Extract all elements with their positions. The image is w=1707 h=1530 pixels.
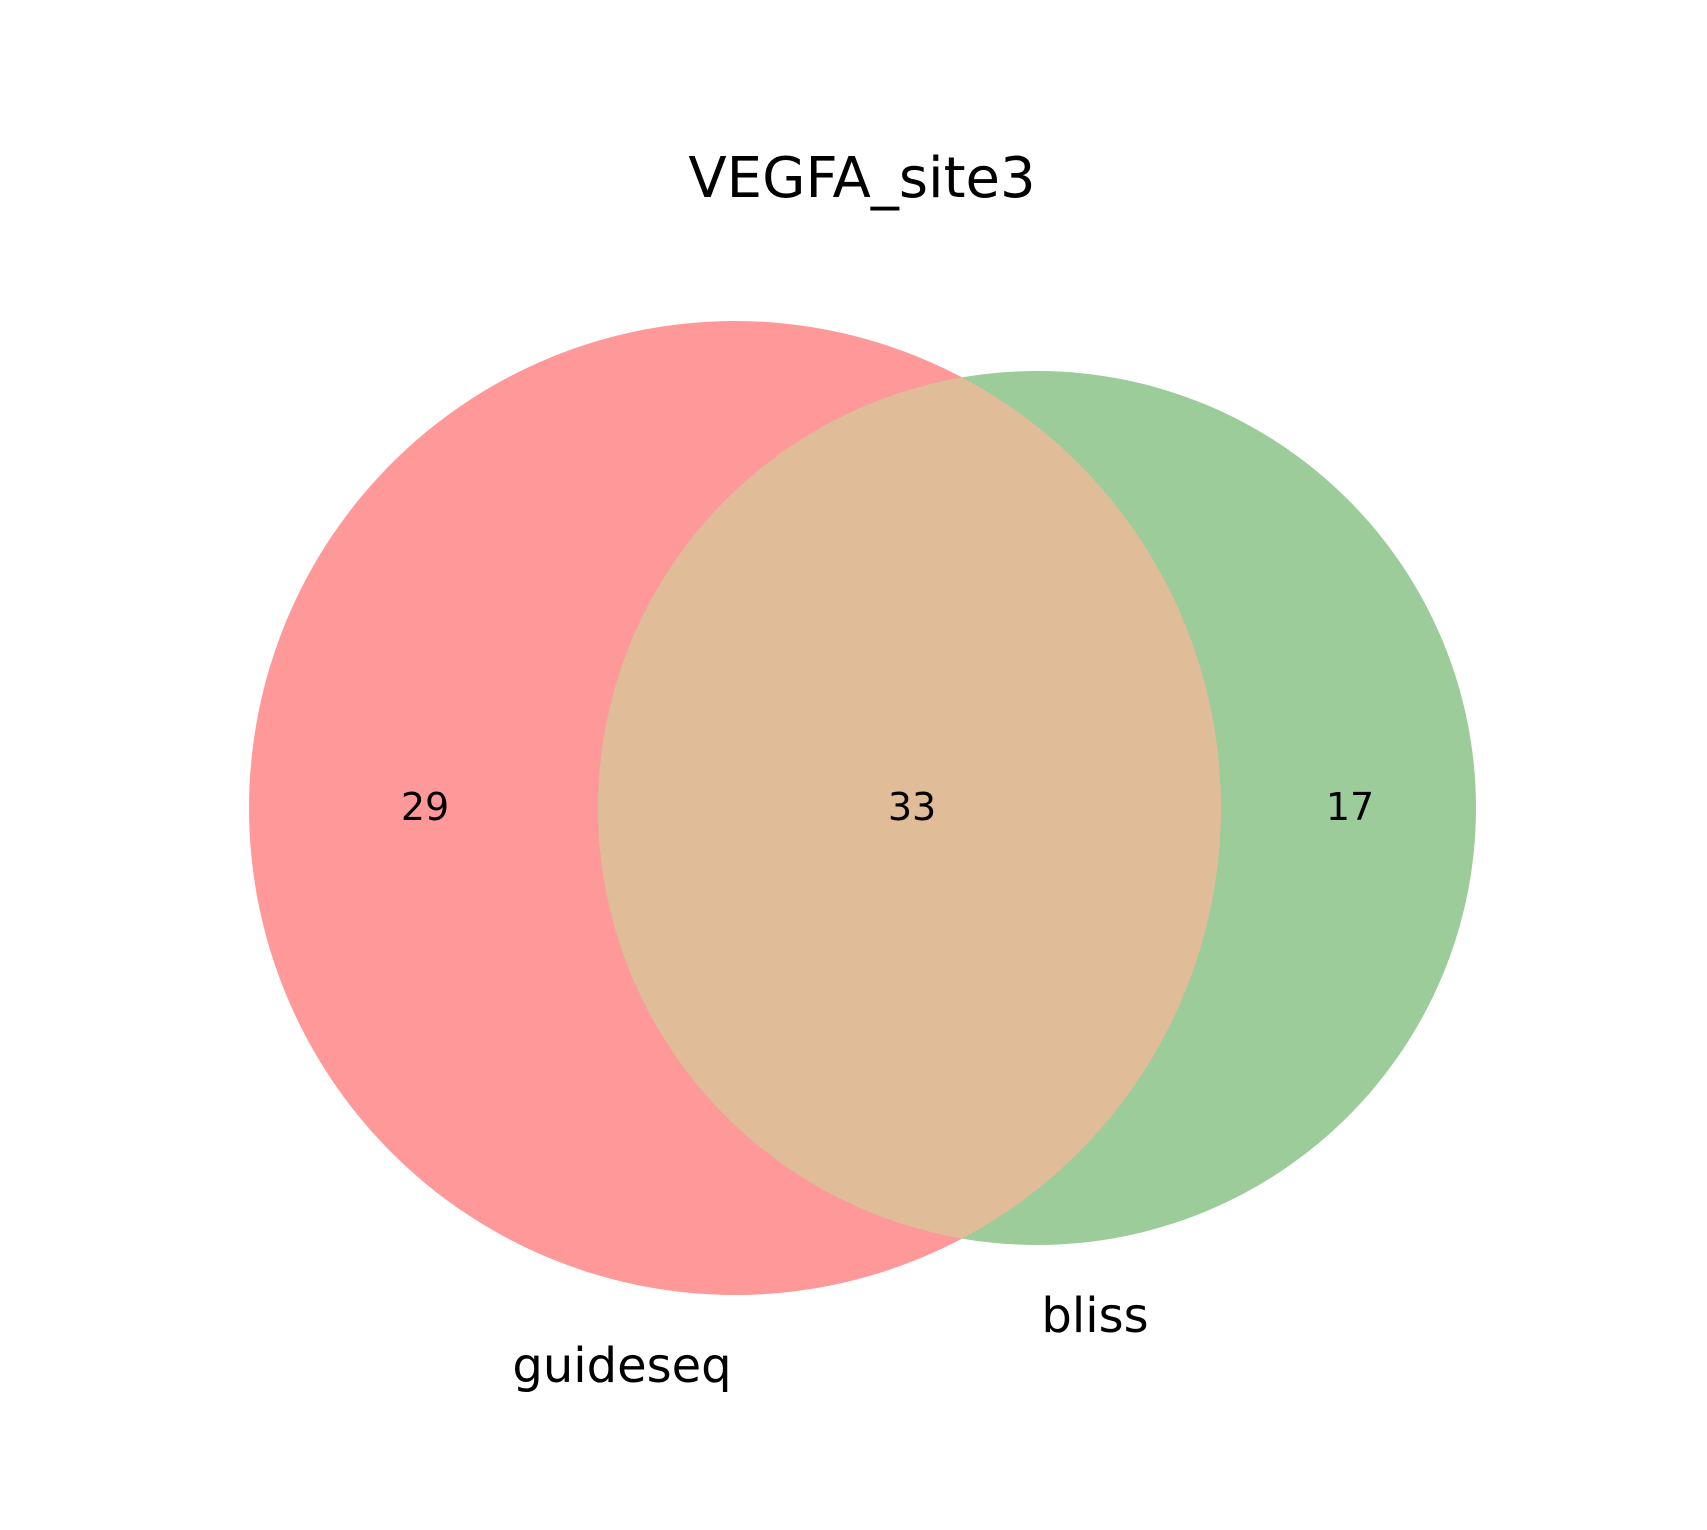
guideseq-label: guideseq [512,1338,731,1394]
bliss-label: bliss [1041,1288,1148,1344]
bliss-only-count: 17 [1326,785,1374,829]
intersection-region [598,371,1221,1245]
guideseq-only-count: 29 [401,785,449,829]
chart-title: VEGFA_site3 [688,146,1035,211]
intersection-count: 33 [888,785,936,829]
